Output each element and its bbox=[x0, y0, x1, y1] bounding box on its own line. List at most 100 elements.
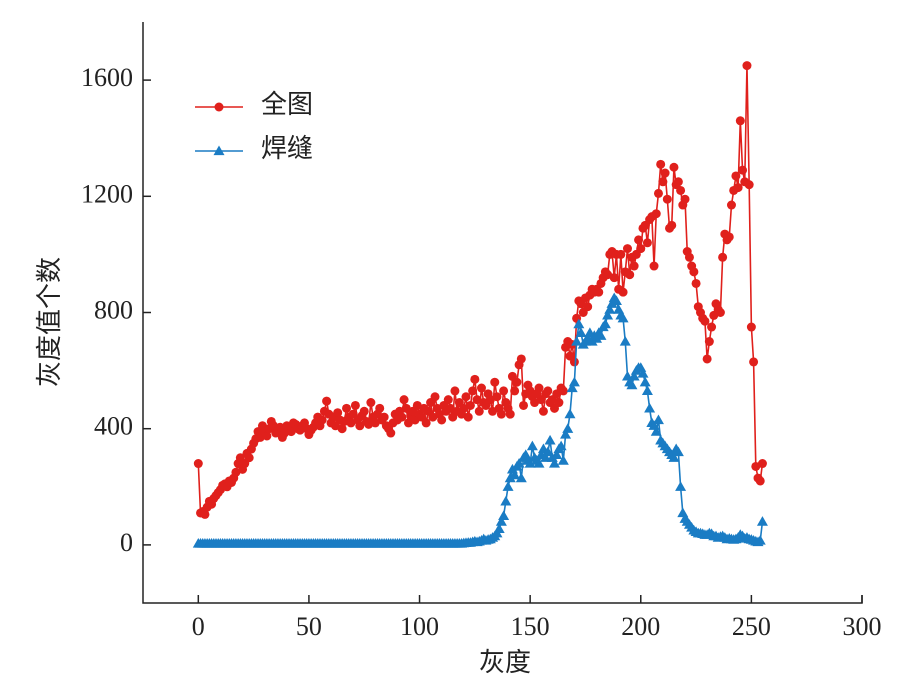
triangle-marker bbox=[548, 458, 560, 468]
circle-marker bbox=[618, 287, 628, 297]
triangle-marker bbox=[604, 304, 616, 314]
circle-marker bbox=[744, 180, 754, 190]
circle-marker bbox=[746, 322, 756, 332]
y-tick-label: 1200 bbox=[81, 179, 133, 208]
circle-marker bbox=[731, 171, 741, 181]
x-tick-label: 150 bbox=[511, 612, 550, 641]
circle-marker bbox=[337, 424, 347, 434]
triangle-marker bbox=[617, 312, 629, 323]
triangle-marker bbox=[650, 426, 662, 436]
circle-marker bbox=[534, 383, 544, 393]
circle-marker bbox=[463, 412, 473, 422]
triangle-marker bbox=[544, 434, 556, 445]
triangle-marker bbox=[564, 408, 576, 419]
triangle-marker bbox=[599, 318, 611, 329]
circle-marker bbox=[317, 415, 327, 425]
circle-marker bbox=[262, 431, 272, 441]
circle-marker bbox=[322, 396, 332, 406]
circle-marker bbox=[510, 386, 520, 396]
circle-marker bbox=[726, 200, 736, 210]
circle-marker bbox=[642, 238, 652, 248]
circle-marker bbox=[742, 61, 752, 71]
triangle-marker bbox=[533, 458, 545, 468]
circle-marker bbox=[244, 453, 254, 463]
circle-marker bbox=[656, 159, 666, 169]
circle-marker bbox=[538, 406, 548, 416]
triangle-marker bbox=[515, 472, 527, 483]
triangle-marker bbox=[754, 535, 766, 545]
circle-marker bbox=[629, 261, 639, 271]
circle-marker bbox=[554, 398, 564, 408]
circle-marker bbox=[505, 409, 515, 419]
circle-marker bbox=[724, 232, 734, 242]
circle-marker bbox=[397, 412, 407, 422]
triangle-marker bbox=[595, 330, 607, 340]
triangle-marker bbox=[602, 309, 614, 320]
x-tick-label: 200 bbox=[621, 612, 660, 641]
circle-marker bbox=[465, 400, 475, 410]
circle-marker bbox=[738, 165, 748, 175]
triangle-marker bbox=[555, 440, 567, 451]
triangle-marker bbox=[520, 449, 532, 459]
circle-marker bbox=[359, 406, 369, 416]
circle-marker bbox=[379, 412, 389, 422]
triangle-marker bbox=[560, 429, 572, 439]
x-tick-label: 0 bbox=[192, 612, 205, 641]
y-tick-label: 400 bbox=[94, 412, 133, 441]
circle-marker bbox=[516, 354, 526, 364]
triangle-marker bbox=[591, 333, 603, 343]
triangle-marker bbox=[641, 385, 653, 396]
circle-marker bbox=[342, 403, 352, 413]
circle-marker bbox=[350, 400, 360, 410]
circle-marker bbox=[450, 386, 460, 396]
triangle-marker bbox=[652, 414, 664, 425]
series-line bbox=[198, 296, 764, 545]
circle-marker bbox=[583, 302, 593, 312]
triangle-marker bbox=[513, 458, 525, 468]
circle-marker bbox=[749, 357, 759, 367]
triangle-marker bbox=[504, 472, 516, 483]
circle-marker bbox=[430, 392, 440, 402]
circle-marker bbox=[660, 168, 670, 178]
triangle-marker bbox=[495, 516, 507, 526]
circle-marker bbox=[519, 400, 529, 410]
circle-marker bbox=[691, 278, 701, 288]
circle-marker bbox=[214, 102, 224, 112]
circle-marker bbox=[636, 244, 646, 254]
triangle-marker bbox=[571, 336, 583, 346]
triangle-marker bbox=[619, 336, 631, 346]
circle-marker bbox=[669, 162, 679, 172]
circle-marker bbox=[667, 220, 677, 230]
circle-marker bbox=[707, 322, 717, 332]
triangle-marker bbox=[756, 516, 768, 526]
triangle-marker bbox=[610, 295, 622, 306]
circle-marker bbox=[512, 377, 522, 387]
legend-label: 焊缝 bbox=[261, 134, 313, 163]
circle-marker bbox=[715, 308, 725, 317]
triangle-marker bbox=[586, 336, 598, 346]
x-axis-label: 灰度 bbox=[479, 648, 531, 677]
triangle-marker bbox=[557, 455, 569, 465]
y-axis-label: 灰度值个数 bbox=[35, 257, 64, 387]
circle-marker bbox=[755, 476, 765, 486]
legend-label: 全图 bbox=[261, 90, 313, 119]
triangle-marker bbox=[677, 507, 689, 518]
triangle-marker bbox=[542, 446, 554, 457]
triangle-marker bbox=[526, 440, 538, 451]
triangle-marker bbox=[639, 376, 651, 387]
triangle-marker bbox=[502, 481, 514, 491]
triangle-marker bbox=[573, 318, 585, 329]
y-tick-label: 800 bbox=[94, 295, 133, 324]
triangle-marker bbox=[628, 370, 640, 381]
triangle-marker bbox=[668, 452, 680, 462]
circle-marker bbox=[355, 421, 365, 431]
circle-marker bbox=[421, 418, 431, 428]
circle-marker bbox=[634, 235, 644, 245]
triangle-marker bbox=[675, 481, 687, 491]
circle-marker bbox=[649, 261, 659, 271]
triangle-marker bbox=[644, 402, 656, 413]
triangle-marker bbox=[498, 510, 510, 520]
circle-marker bbox=[569, 357, 579, 367]
triangle-marker bbox=[637, 368, 649, 378]
circle-marker bbox=[543, 386, 553, 396]
